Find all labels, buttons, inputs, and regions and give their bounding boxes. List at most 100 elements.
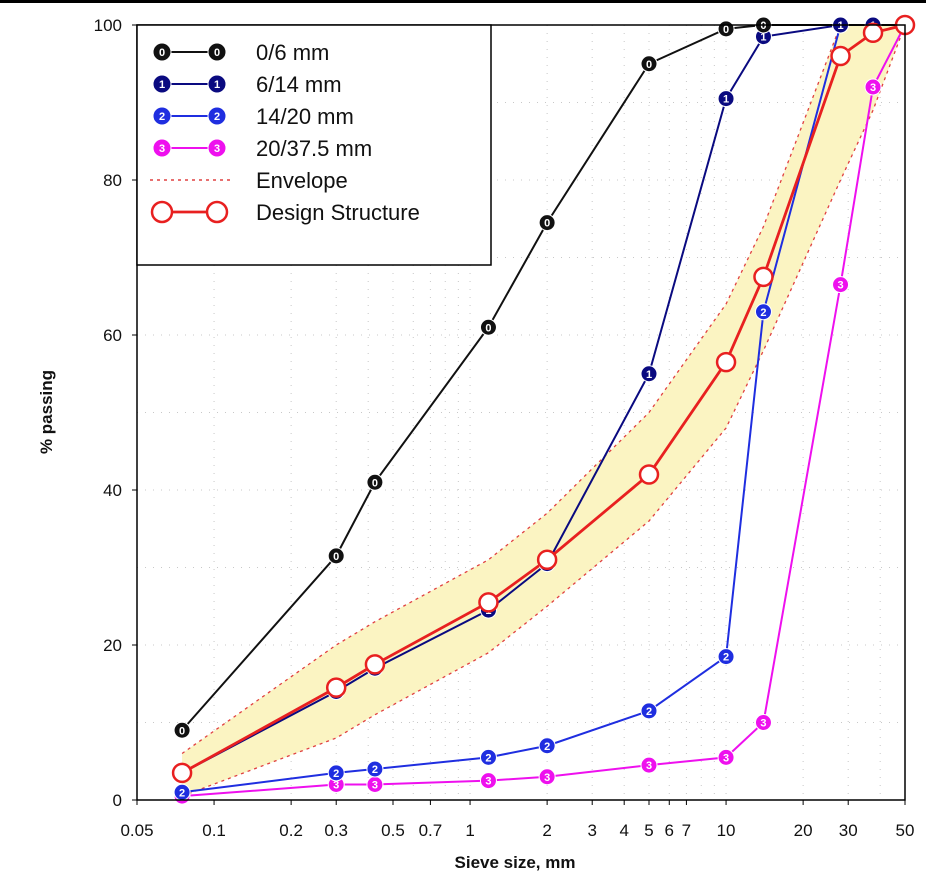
marker-disc — [832, 276, 850, 294]
marker-label: 0 — [723, 24, 729, 36]
data-point — [715, 351, 737, 373]
data-point: 3 — [717, 748, 735, 766]
marker-disc — [864, 78, 882, 96]
x-axis-title: Sieve size, mm — [455, 853, 576, 872]
marker-label: 1 — [214, 79, 220, 91]
marker-label: 3 — [333, 780, 339, 792]
marker-disc — [717, 90, 735, 108]
marker-disc — [479, 772, 497, 790]
data-point: 3 — [832, 276, 850, 294]
marker-disc — [640, 365, 658, 383]
marker-label: 3 — [870, 82, 876, 94]
x-tick-label: 0.7 — [419, 821, 443, 840]
data-point: 0 — [173, 721, 191, 739]
data-point: 2 — [640, 702, 658, 720]
data-point: 0 — [717, 20, 735, 38]
data-point: 3 — [538, 768, 556, 786]
data-point: 3 — [479, 772, 497, 790]
y-axis-title: % passing — [37, 370, 56, 454]
legend-marker: 0 — [207, 42, 227, 62]
marker-label: 2 — [723, 652, 729, 664]
envelope-lower-line — [181, 24, 906, 797]
marker-disc — [327, 764, 345, 782]
marker-label: 3 — [760, 718, 766, 730]
x-tick-label: 2 — [542, 821, 551, 840]
x-tick-label: 4 — [619, 821, 628, 840]
marker-disc — [207, 74, 227, 94]
marker-label: 1 — [837, 20, 843, 32]
data-point: 2 — [479, 748, 497, 766]
legend-marker: 3 — [152, 138, 172, 158]
marker-label: 1 — [646, 369, 652, 381]
legend-item: 1 1 6/14 mm — [152, 72, 342, 97]
marker-disc — [538, 768, 556, 786]
legend-marker: 2 — [152, 106, 172, 126]
data-point: 1 — [717, 90, 735, 108]
legend-item: 3 3 20/37.5 mm — [152, 136, 372, 161]
data-point: 0 — [538, 214, 556, 232]
legend-label: 0/6 mm — [256, 40, 329, 65]
marker-label: 2 — [760, 307, 766, 319]
marker-label: 2 — [179, 787, 185, 799]
x-tick-label: 10 — [717, 821, 736, 840]
marker-disc — [640, 756, 658, 774]
marker-label: 1 — [760, 32, 766, 44]
plot-frame — [136, 24, 906, 801]
legend-item: 2 2 14/20 mm — [152, 104, 354, 129]
marker-label: 2 — [485, 752, 491, 764]
marker-disc — [366, 473, 384, 491]
x-tick-label: 30 — [839, 821, 858, 840]
marker-disc — [152, 42, 172, 62]
data-point — [753, 266, 774, 288]
x-tick-label: 6 — [665, 821, 674, 840]
data-point: 0 — [327, 547, 345, 565]
legend-label: 14/20 mm — [256, 104, 354, 129]
marker-disc — [479, 748, 497, 766]
data-point — [478, 592, 499, 613]
data-point — [536, 549, 558, 570]
data-point: 3 — [864, 78, 882, 96]
marker-label: 2 — [646, 706, 652, 718]
marker-disc — [538, 737, 556, 755]
marker-label: 0 — [760, 20, 766, 32]
marker-label: 2 — [159, 111, 165, 123]
marker-disc — [640, 55, 658, 73]
legend: 0 0 0/6 mm 1 1 6/14 mm 2 2 14/20 mm 3 3 20/37.5 mm E… — [136, 24, 492, 266]
marker-label: 1 — [723, 94, 729, 106]
y-tick-label: 0 — [113, 791, 122, 810]
legend-item: Design Structure — [150, 200, 420, 225]
x-tick-label: 7 — [682, 821, 691, 840]
marker-label: 2 — [333, 768, 339, 780]
x-tick-label: 5 — [644, 821, 653, 840]
legend-label: 6/14 mm — [256, 72, 342, 97]
marker-label: 3 — [485, 776, 491, 788]
marker-disc — [207, 42, 227, 62]
data-point: 3 — [640, 756, 658, 774]
y-axis-ticks: 0 20 40 60 80 100 — [94, 16, 137, 810]
legend-label: Design Structure — [256, 200, 420, 225]
data-point: 0 — [479, 318, 497, 336]
envelope-fill — [182, 25, 906, 797]
marker-label: 0 — [646, 59, 652, 71]
top-rule — [0, 0, 926, 3]
legend-marker: 1 — [152, 74, 172, 94]
legend-marker: 1 — [207, 74, 227, 94]
legend-box — [136, 24, 492, 266]
marker-disc — [327, 547, 345, 565]
marker-label: 3 — [214, 143, 220, 155]
marker-label: 3 — [837, 280, 843, 292]
data-point: 2 — [173, 783, 191, 801]
data-point — [171, 762, 193, 784]
marker-label: 3 — [544, 772, 550, 784]
marker-disc — [207, 106, 227, 126]
data-point: 2 — [754, 303, 772, 321]
x-tick-label: 0.3 — [324, 821, 348, 840]
marker-disc — [754, 303, 772, 321]
x-tick-label: 0.1 — [202, 821, 226, 840]
marker-disc — [152, 74, 172, 94]
data-point: 2 — [538, 737, 556, 755]
x-tick-label: 0.05 — [120, 821, 153, 840]
marker-label: 0 — [179, 725, 185, 737]
x-tick-label: 50 — [896, 821, 915, 840]
